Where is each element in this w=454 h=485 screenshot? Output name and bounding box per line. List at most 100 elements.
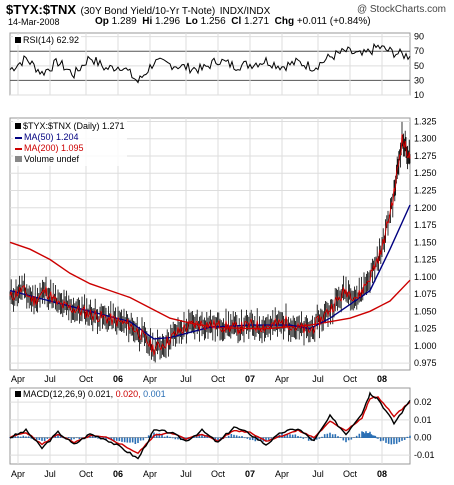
macd-hist-bar [374, 435, 377, 438]
macd-hist-bar [398, 437, 401, 443]
op-value: 1.289 [111, 16, 137, 27]
macd-tick-label: 0.01 [414, 415, 432, 425]
price-tick-label: 0.975 [414, 358, 437, 368]
macd-hist-bar [390, 437, 393, 445]
macd-hist-bar [362, 432, 365, 438]
macd-hist-bar [377, 437, 379, 439]
x-tick-label: Apr [11, 469, 25, 479]
macd-hist-bar [337, 436, 339, 438]
macd-hist-bar [11, 437, 14, 439]
x-tick-label: 08 [377, 469, 387, 479]
price-tick-label: 1.250 [414, 168, 437, 178]
symbol-description: (30Y Bond Yield/10-Yr T-Note) [80, 6, 216, 17]
macd-hist-bar [401, 437, 403, 441]
macd-hist-bar [243, 437, 246, 439]
macd-tick-label: 0.02 [414, 397, 432, 407]
x-tick-label: Apr [275, 469, 289, 479]
macd-hist-bar [27, 436, 30, 438]
macd-hist-bar [35, 437, 38, 440]
macd-hist-bar [355, 435, 358, 438]
macd-hist-bar [25, 436, 27, 438]
watermark: @ StockCharts.com [356, 4, 446, 15]
price-tick-label: 1.225 [414, 185, 437, 195]
legend-ma200-text: MA(200) 1.095 [24, 143, 84, 153]
legend-volume: Volume undef [15, 154, 125, 165]
macd-hist-bar [230, 433, 233, 438]
rsi-grid [10, 33, 410, 96]
macd-hist-bar [315, 437, 318, 440]
macd-hist-bar [14, 436, 17, 438]
rsi-tick-label: 30 [414, 75, 424, 85]
cl-value: 1.271 [244, 16, 270, 27]
chart-title: $TYX:$TNX (30Y Bond Yield/10-Yr T-Note) … [6, 1, 270, 19]
macd-hist-bar [318, 437, 321, 439]
chg-label: Chg [274, 16, 295, 27]
macd-hist-bar [94, 436, 97, 438]
legend-main-text: $TYX:$TNX (Daily) 1.271 [23, 121, 125, 131]
macd-hist-bar [78, 437, 81, 440]
legend-ma50-text: MA(50) 1.204 [24, 132, 79, 142]
macd-hist-bar [331, 434, 334, 438]
price-tick-label: 1.125 [414, 255, 437, 265]
macd-hist-bar [30, 437, 33, 439]
macd-hist-bar [139, 437, 142, 441]
macd-hist-bar [150, 434, 153, 438]
macd-hist-bar [246, 437, 249, 439]
macd-hist-bar [57, 434, 59, 438]
macd-hist-bar [367, 433, 370, 438]
legend-volume-text: Volume undef [24, 154, 80, 164]
macd-hist-bar [347, 437, 350, 441]
macd-hist-bar [115, 437, 118, 441]
price-tick-label: 1.325 [414, 116, 437, 126]
chart-date: 14-Mar-2008 [8, 17, 60, 27]
macd-hist-bar [366, 433, 369, 438]
macd-hist-bar [326, 433, 329, 438]
macd-hist-bar [142, 437, 145, 441]
macd-y-tick-labels: -0.01 0.00 0.01 0.02 [414, 397, 435, 460]
macd-line [9, 391, 411, 460]
macd-hist-bar [155, 433, 158, 438]
price-tick-label: 1.275 [414, 151, 437, 161]
x-tick-label: Oct [211, 374, 226, 384]
macd-hist-bar [365, 431, 367, 438]
macd-hist-bar [19, 436, 22, 438]
macd-hist-bar [334, 434, 337, 438]
macd-signal-value: 0.020, [115, 389, 141, 399]
x-tick-label: Jul [312, 374, 324, 384]
macd-hist-bar [379, 437, 382, 442]
macd-frame [9, 387, 411, 465]
price-tick-label: 1.075 [414, 289, 437, 299]
macd-hist-bar [329, 432, 331, 438]
macd-hist-bar [370, 434, 373, 438]
macd-hist-bar [305, 437, 307, 439]
macd-hist-bar [385, 437, 387, 443]
op-label: Op [95, 16, 109, 27]
price-legend: $TYX:$TNX (Daily) 1.271 MA(50) 1.204 MA(… [13, 120, 127, 166]
x-tick-label: Jul [312, 469, 324, 479]
x-tick-label: Apr [275, 374, 289, 384]
macd-hist-bar [73, 437, 75, 440]
macd-hist-bar [323, 434, 326, 438]
x-tick-label: Oct [343, 469, 358, 479]
macd-hist-bar [375, 437, 378, 439]
macd-hist-bar [169, 436, 171, 438]
ma200-swatch-icon [15, 147, 22, 150]
price-tick-label: 1.300 [414, 134, 437, 144]
macd-hist-bar [97, 437, 99, 439]
price-tick-label: 1.000 [414, 341, 437, 351]
x-tick-label: Oct [79, 374, 94, 384]
x-tick-label: 06 [113, 469, 123, 479]
macd-hist-bar [358, 433, 361, 438]
x-tick-label: Jul [180, 469, 192, 479]
x-tick-label: Oct [211, 469, 226, 479]
macd-hist-bar [254, 437, 257, 442]
rsi-icon [15, 37, 21, 43]
macd-hist-bar [214, 437, 217, 440]
x-tick-label: Apr [143, 469, 157, 479]
macd-hist-bar [409, 435, 411, 438]
macd-hist-bar [363, 433, 366, 438]
macd-hist-bar [105, 437, 107, 441]
price-tick-label: 1.175 [414, 220, 437, 230]
x-tick-label: Apr [143, 374, 157, 384]
macd-hist-bar [307, 437, 310, 441]
